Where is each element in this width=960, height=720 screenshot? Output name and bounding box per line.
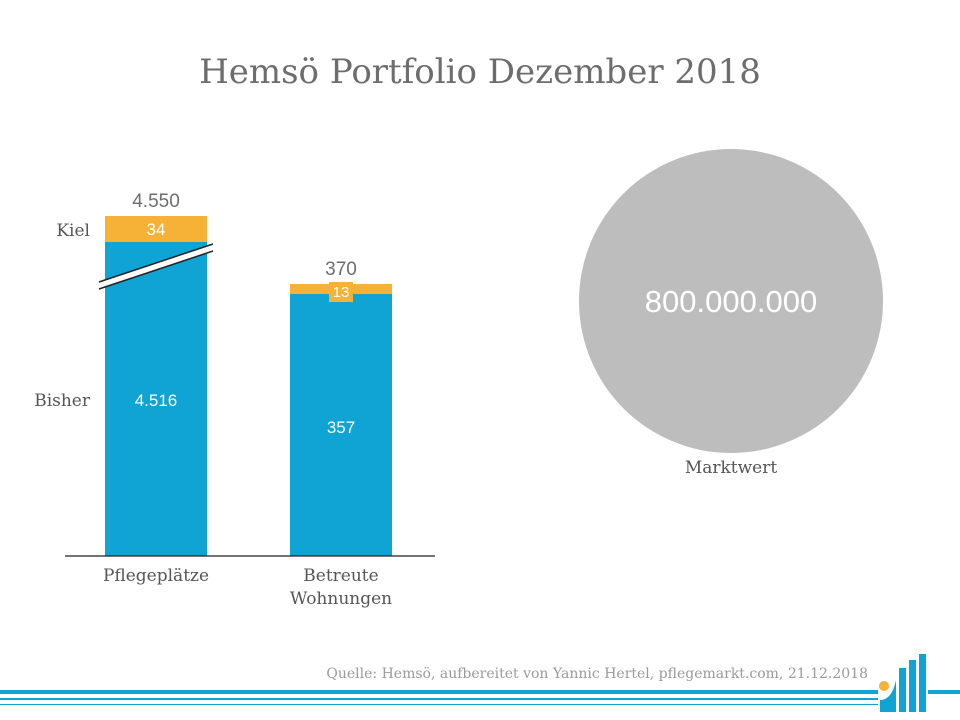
footer-line-right [928,690,960,694]
data-label-bisher: 4.516 [135,391,178,410]
axis-break-line-bottom [98,250,214,290]
logo-bar-3 [919,654,926,712]
category-label: Pflegeplätze [103,566,209,586]
footer-line-mid [0,698,878,700]
bar-group-1: 357 13 370 Betreute Wohnungen [290,259,392,609]
footer-rule [0,690,960,705]
category-label: Wohnungen [290,589,392,609]
market-value-label: 800.000.000 [645,284,817,319]
series-label-bisher: Bisher [34,391,91,411]
category-label: Betreute [303,566,378,586]
bar-bisher [105,242,207,556]
total-label: 370 [325,259,357,280]
data-label-box-kiel [329,282,353,302]
data-label-kiel: 13 [333,284,350,301]
bar-group-0: 4.516 34 4.550 Pflegeplätze [98,191,214,586]
market-value-caption: Marktwert [685,458,778,478]
footer-line-thick [0,690,878,694]
logo-bar-2 [909,660,916,712]
data-label-bisher: 357 [327,418,355,437]
pflegemarkt-logo-icon [879,654,926,712]
bar-kiel [105,216,207,242]
axis-break [99,244,213,289]
market-value-chart: 800.000.000 Marktwert [579,149,883,478]
data-label-kiel: 34 [147,220,166,239]
logo-bar-1 [899,668,906,712]
chart-title: Hemsö Portfolio Dezember 2018 [199,52,761,92]
source-note: Quelle: Hemsö, aufbereitet von Yannic He… [326,666,868,682]
axis-break-line-top [98,243,214,283]
market-value-circle [579,149,883,453]
logo-dot [879,681,889,691]
bar-chart: 4.516 34 4.550 Pflegeplätze 357 13 370 Betreute… [34,191,435,609]
series-label-kiel: Kiel [56,221,90,241]
footer-line-thin [0,704,878,705]
total-label: 4.550 [132,191,180,212]
logo-wave [880,680,896,712]
bar-bisher [290,294,392,556]
